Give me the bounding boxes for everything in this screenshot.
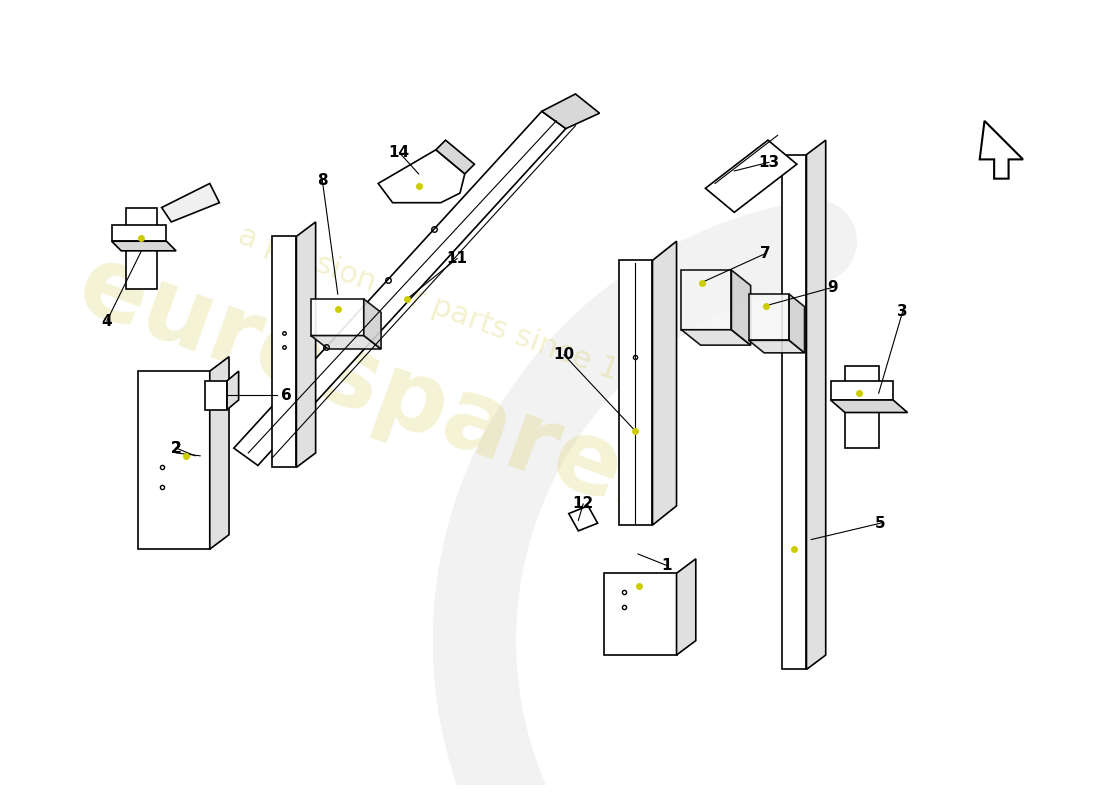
Polygon shape	[311, 299, 364, 335]
Text: 7: 7	[760, 246, 770, 262]
Polygon shape	[749, 294, 789, 340]
Text: 5: 5	[876, 516, 886, 530]
Polygon shape	[782, 154, 806, 670]
Polygon shape	[378, 150, 465, 202]
Text: 9: 9	[827, 280, 838, 295]
Polygon shape	[845, 366, 879, 448]
Polygon shape	[830, 381, 893, 400]
Text: 14: 14	[388, 145, 410, 160]
Polygon shape	[569, 506, 597, 531]
Text: 10: 10	[553, 347, 574, 362]
Polygon shape	[138, 371, 210, 549]
Polygon shape	[227, 371, 239, 410]
Text: 4: 4	[101, 314, 112, 329]
Text: a passion for parts since 1985: a passion for parts since 1985	[233, 221, 676, 406]
Text: 12: 12	[573, 497, 594, 511]
Polygon shape	[789, 294, 804, 353]
Polygon shape	[162, 183, 219, 222]
Polygon shape	[619, 261, 652, 525]
Polygon shape	[830, 400, 908, 413]
Polygon shape	[210, 357, 229, 549]
Polygon shape	[296, 222, 316, 467]
Text: 6: 6	[282, 388, 293, 402]
Polygon shape	[436, 140, 474, 174]
Polygon shape	[732, 270, 750, 345]
Text: 13: 13	[758, 154, 780, 170]
Polygon shape	[676, 558, 696, 655]
Text: 11: 11	[447, 251, 468, 266]
Polygon shape	[705, 140, 796, 212]
Polygon shape	[681, 330, 750, 345]
Text: eurospares: eurospares	[65, 237, 692, 544]
Polygon shape	[126, 207, 157, 290]
Polygon shape	[681, 270, 732, 330]
Polygon shape	[364, 299, 381, 349]
Text: 3: 3	[898, 304, 907, 319]
Polygon shape	[806, 140, 826, 670]
Polygon shape	[205, 381, 227, 410]
Polygon shape	[604, 574, 676, 655]
Polygon shape	[111, 242, 176, 251]
Polygon shape	[273, 236, 296, 467]
Text: 2: 2	[170, 441, 182, 456]
Polygon shape	[111, 225, 166, 242]
Polygon shape	[542, 94, 600, 129]
Polygon shape	[234, 111, 565, 466]
Polygon shape	[652, 242, 676, 525]
Polygon shape	[311, 335, 381, 349]
Text: 8: 8	[317, 173, 328, 188]
Text: 1: 1	[662, 558, 672, 573]
Text: 2: 2	[170, 441, 182, 456]
Polygon shape	[749, 340, 804, 353]
